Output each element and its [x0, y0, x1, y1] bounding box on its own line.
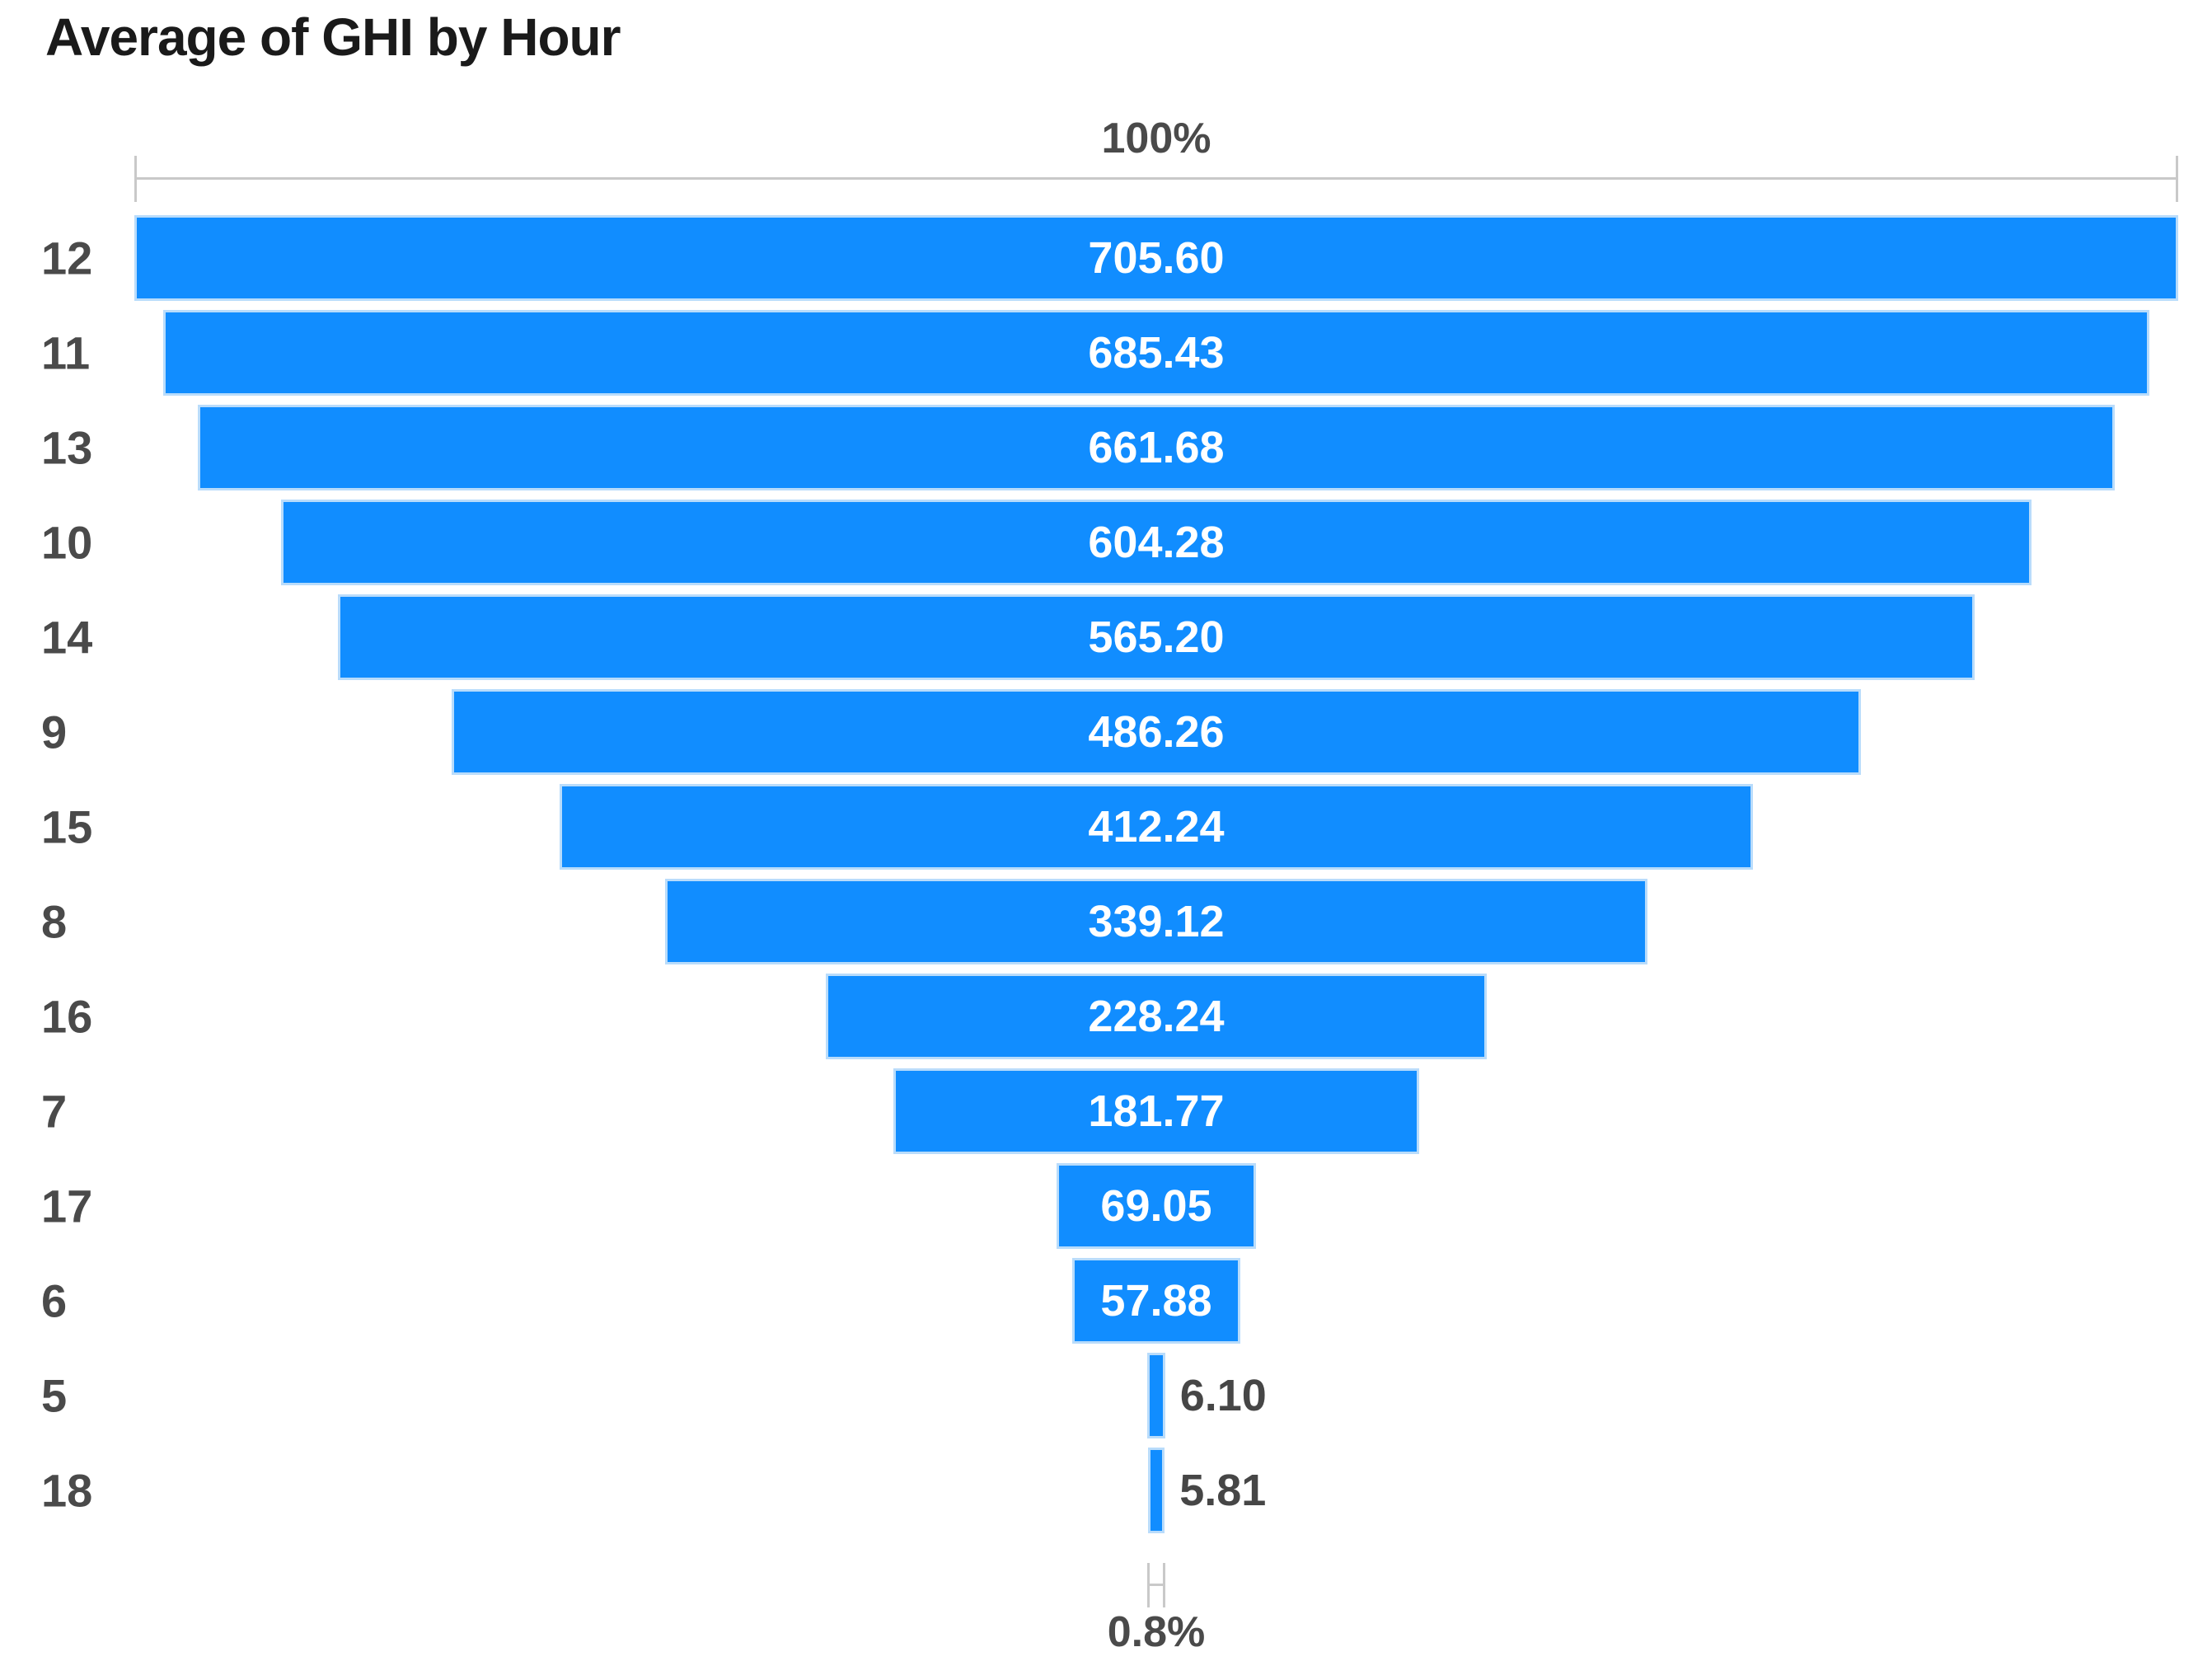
- funnel-row: 11 685.43: [0, 305, 2212, 400]
- value-label: 565.20: [1088, 612, 1225, 662]
- funnel-bar[interactable]: 228.24: [825, 973, 1488, 1059]
- value-label: 69.05: [1100, 1180, 1212, 1231]
- funnel-bar[interactable]: 57.88: [1072, 1257, 1240, 1344]
- value-label: 228.24: [1088, 991, 1225, 1041]
- funnel-bar[interactable]: 705.60: [134, 214, 2178, 301]
- category-label: 13: [41, 421, 93, 473]
- funnel-bar[interactable]: [1147, 1352, 1165, 1438]
- bottom-percent-label: 0.8%: [1107, 1608, 1206, 1656]
- category-label: 12: [41, 232, 93, 284]
- funnel-row: 17 69.05: [0, 1158, 2212, 1253]
- funnel-row: 8 339.12: [0, 874, 2212, 969]
- funnel-row: 10 604.28: [0, 495, 2212, 589]
- category-label: 18: [41, 1464, 93, 1516]
- value-label: 57.88: [1100, 1275, 1212, 1326]
- category-label: 8: [41, 895, 68, 947]
- funnel-bar[interactable]: 69.05: [1056, 1162, 1257, 1249]
- value-label: 705.60: [1088, 232, 1225, 283]
- funnel-row: 12 705.60: [0, 210, 2212, 305]
- funnel-row: 9 486.26: [0, 684, 2212, 779]
- top-axis-line: [134, 156, 2178, 202]
- funnel-rows: 12 705.60 11 685.43 13 661.68 10 604.28 14 565.20…: [0, 210, 2212, 1537]
- value-label: 6.10: [1179, 1370, 1267, 1420]
- funnel-bar[interactable]: 181.77: [893, 1068, 1420, 1154]
- funnel-row: 6 57.88: [0, 1253, 2212, 1348]
- funnel-bar[interactable]: [1147, 1447, 1165, 1533]
- funnel-row: 16 228.24: [0, 969, 2212, 1063]
- category-label: 9: [41, 706, 68, 758]
- funnel-bar[interactable]: 486.26: [452, 688, 1861, 775]
- funnel-row: 7 181.77: [0, 1063, 2212, 1158]
- category-label: 16: [41, 990, 93, 1042]
- funnel-row: 13 661.68: [0, 400, 2212, 495]
- value-label: 181.77: [1088, 1086, 1225, 1136]
- top-percent-label: 100%: [1101, 115, 1211, 162]
- funnel-bar[interactable]: 685.43: [163, 309, 2149, 396]
- value-label: 486.26: [1088, 706, 1225, 757]
- funnel-bar[interactable]: 412.24: [559, 783, 1754, 870]
- category-label: 5: [41, 1369, 68, 1421]
- funnel-bar[interactable]: 661.68: [198, 404, 2115, 490]
- funnel-row: 15 412.24: [0, 779, 2212, 874]
- category-label: 6: [41, 1274, 68, 1326]
- funnel-bar[interactable]: 604.28: [281, 499, 2032, 585]
- funnel-row: 18 5.81: [0, 1443, 2212, 1537]
- value-label: 339.12: [1088, 896, 1225, 946]
- category-label: 15: [41, 800, 93, 852]
- bottom-axis-bracket: [1146, 1563, 1166, 1607]
- funnel-row: 14 565.20: [0, 589, 2212, 684]
- value-label: 661.68: [1088, 422, 1225, 472]
- value-label: 5.81: [1179, 1465, 1267, 1515]
- category-label: 7: [41, 1085, 68, 1137]
- value-label: 412.24: [1088, 801, 1225, 852]
- chart-title: Average of GHI by Hour: [45, 7, 621, 67]
- value-label: 685.43: [1088, 327, 1225, 378]
- category-label: 11: [41, 326, 91, 378]
- funnel-bar[interactable]: 339.12: [665, 878, 1647, 964]
- category-label: 17: [41, 1180, 93, 1232]
- category-label: 10: [41, 516, 93, 568]
- funnel-bar[interactable]: 565.20: [337, 594, 1975, 680]
- category-label: 14: [41, 611, 93, 663]
- funnel-row: 5 6.10: [0, 1348, 2212, 1443]
- value-label: 604.28: [1088, 517, 1225, 567]
